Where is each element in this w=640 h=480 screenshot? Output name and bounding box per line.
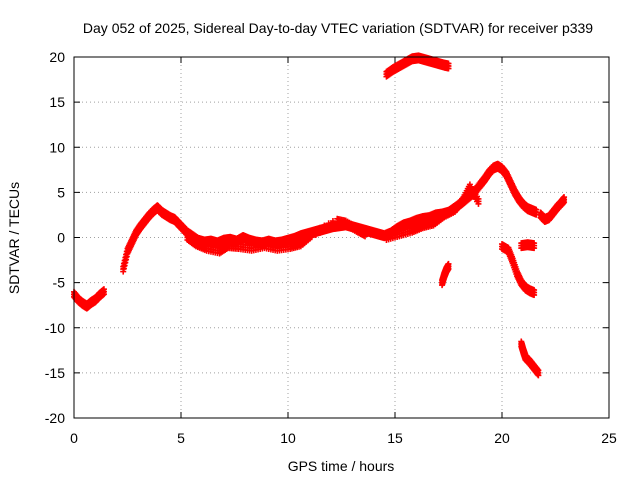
y-tick-label: -20 (45, 410, 65, 426)
plot-frame (73, 56, 610, 419)
data-point (321, 227, 328, 234)
data-point (535, 372, 542, 379)
data-point (312, 232, 319, 239)
chart-title: Day 052 of 2025, Sidereal Day-to-day VTE… (83, 20, 593, 36)
data-point (561, 199, 568, 206)
x-tick-label: 10 (280, 430, 296, 446)
data-point (531, 245, 538, 252)
data-point (475, 200, 482, 207)
data-point (445, 265, 452, 272)
data-points (71, 52, 568, 379)
y-tick-label: -5 (53, 275, 66, 291)
axis-ticks: 0 5 10 15 20 25 -20 -15 -10 -5 0 5 10 15 20 (45, 49, 617, 446)
x-tick-label: 20 (494, 430, 510, 446)
x-tick-label: 25 (601, 430, 617, 446)
y-tick-label: 5 (57, 184, 65, 200)
data-point (362, 233, 369, 240)
data-point (445, 65, 452, 72)
x-axis-label: GPS time / hours (288, 458, 395, 474)
y-tick-label: 10 (49, 139, 65, 155)
y-axis-label: SDTVAR / TECUs (6, 182, 22, 294)
x-tick-label: 15 (387, 430, 403, 446)
y-tick-label: 15 (49, 94, 65, 110)
x-tick-label: 0 (70, 430, 78, 446)
x-tick-label: 5 (177, 430, 185, 446)
y-tick-label: -15 (45, 365, 65, 381)
data-point (317, 229, 324, 236)
y-tick-label: 0 (57, 230, 65, 246)
data-point (100, 291, 107, 298)
data-point (325, 225, 332, 232)
data-point (329, 223, 336, 230)
data-point (531, 292, 538, 299)
y-tick-label: 20 (49, 49, 65, 65)
y-tick-label: -10 (45, 320, 65, 336)
data-point (308, 234, 315, 241)
